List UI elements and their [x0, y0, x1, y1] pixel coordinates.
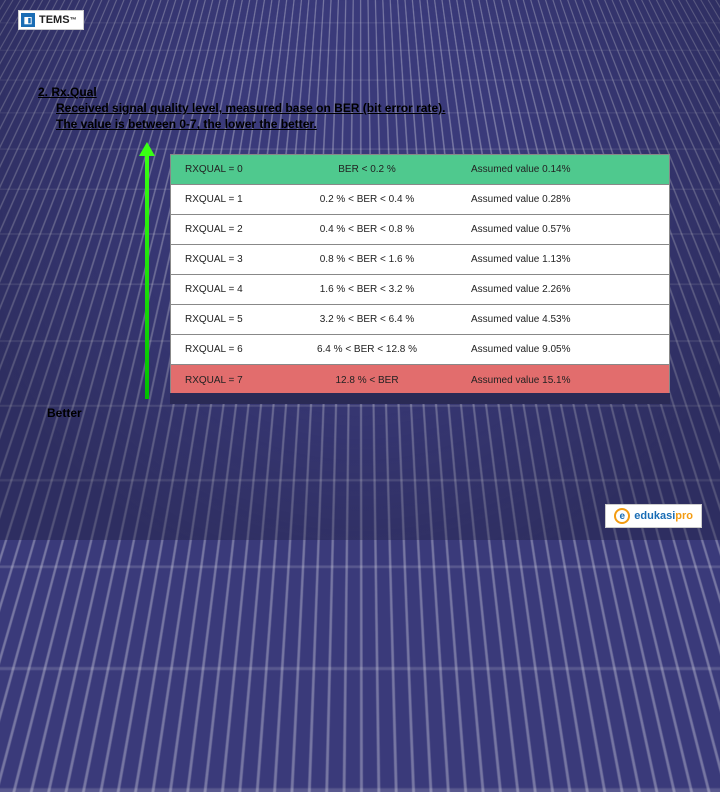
edukasipro-logo-icon: e	[614, 508, 630, 524]
table-row: RXQUAL = 4 1.6 % < BER < 3.2 % Assumed v…	[171, 275, 669, 305]
tems-logo: ◧ TEMS ™	[18, 10, 84, 30]
cell-ber: 0.8 % < BER < 1.6 %	[273, 254, 461, 265]
cell-rxqual: RXQUAL = 7	[171, 375, 273, 386]
header-text-block: 2. Rx.Qual Received signal quality level…	[38, 84, 445, 133]
cell-ber: 12.8 % < BER	[273, 375, 461, 386]
cell-assumed: Assumed value 4.53%	[461, 314, 669, 325]
table-row: RXQUAL = 2 0.4 % < BER < 0.8 % Assumed v…	[171, 215, 669, 245]
cell-rxqual: RXQUAL = 1	[171, 194, 273, 205]
table-row: RXQUAL = 5 3.2 % < BER < 6.4 % Assumed v…	[171, 305, 669, 335]
table-row: RXQUAL = 0 BER < 0.2 % Assumed value 0.1…	[171, 155, 669, 185]
cell-assumed: Assumed value 15.1%	[461, 375, 669, 386]
rxqual-table: RXQUAL = 0 BER < 0.2 % Assumed value 0.1…	[170, 154, 670, 396]
cell-assumed: Assumed value 0.14%	[461, 164, 669, 175]
cell-rxqual: RXQUAL = 3	[171, 254, 273, 265]
edukasipro-logo: e edukasipro	[605, 504, 702, 528]
cell-rxqual: RXQUAL = 2	[171, 224, 273, 235]
cell-ber: 0.4 % < BER < 0.8 %	[273, 224, 461, 235]
cell-ber: 3.2 % < BER < 6.4 %	[273, 314, 461, 325]
section-title: 2. Rx.Qual	[38, 84, 445, 100]
cell-rxqual: RXQUAL = 6	[171, 344, 273, 355]
cell-assumed: Assumed value 9.05%	[461, 344, 669, 355]
edukasipro-logo-text-2: pro	[675, 510, 693, 522]
cell-ber: BER < 0.2 %	[273, 164, 461, 175]
cell-assumed: Assumed value 0.57%	[461, 224, 669, 235]
cell-ber: 1.6 % < BER < 3.2 %	[273, 284, 461, 295]
table-row: RXQUAL = 7 12.8 % < BER Assumed value 15…	[171, 365, 669, 395]
section-desc-1: Received signal quality level, measured …	[56, 100, 445, 116]
table-row: RXQUAL = 1 0.2 % < BER < 0.4 % Assumed v…	[171, 185, 669, 215]
cell-assumed: Assumed value 2.26%	[461, 284, 669, 295]
tems-logo-icon: ◧	[21, 13, 35, 27]
better-arrow	[145, 154, 149, 399]
tems-logo-tm: ™	[70, 17, 77, 24]
better-label: Better	[47, 406, 82, 420]
edukasipro-logo-text-1: edukasi	[634, 510, 675, 522]
section-desc-2: The value is between 0-7, the lower the …	[56, 116, 445, 132]
cell-assumed: Assumed value 0.28%	[461, 194, 669, 205]
tems-logo-text: TEMS	[39, 14, 70, 26]
cell-rxqual: RXQUAL = 4	[171, 284, 273, 295]
table-row: RXQUAL = 6 6.4 % < BER < 12.8 % Assumed …	[171, 335, 669, 365]
cell-rxqual: RXQUAL = 0	[171, 164, 273, 175]
table-row: RXQUAL = 3 0.8 % < BER < 1.6 % Assumed v…	[171, 245, 669, 275]
table-bottom-strip	[170, 393, 670, 404]
cell-ber: 6.4 % < BER < 12.8 %	[273, 344, 461, 355]
cell-assumed: Assumed value 1.13%	[461, 254, 669, 265]
cell-ber: 0.2 % < BER < 0.4 %	[273, 194, 461, 205]
cell-rxqual: RXQUAL = 5	[171, 314, 273, 325]
